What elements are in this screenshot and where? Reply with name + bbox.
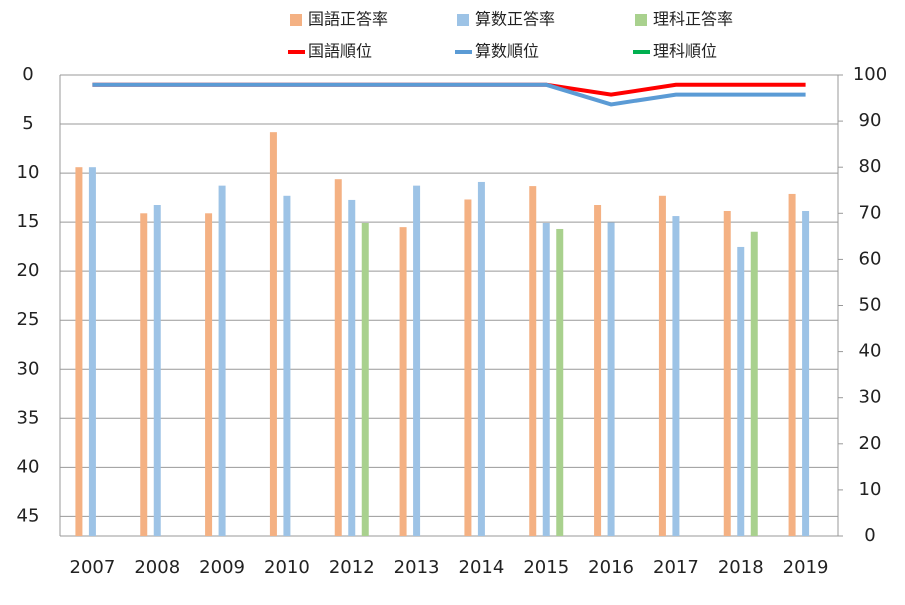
bar — [283, 195, 291, 537]
legend-label: 算数正答率 — [475, 10, 555, 29]
bar — [672, 216, 680, 537]
y-tick-label: 5 — [22, 113, 33, 134]
x-tick-label: 2019 — [783, 557, 829, 578]
bar — [542, 222, 550, 536]
bar — [477, 181, 485, 536]
bar — [556, 228, 564, 536]
line — [92, 82, 806, 107]
bar — [205, 213, 213, 537]
bar — [413, 185, 421, 536]
legend-label: 国語順位 — [308, 42, 372, 61]
x-tick-label: 2009 — [199, 557, 245, 578]
y-tick-label: 20 — [17, 260, 40, 281]
legend-swatch — [457, 14, 469, 26]
y-tick-label: 15 — [17, 211, 40, 232]
y-tick-label: 30 — [17, 358, 40, 379]
y2-tick-label: 80 — [859, 156, 882, 177]
bar — [218, 185, 226, 536]
x-tick-label: 2014 — [459, 557, 505, 578]
y2-tick-label: 100 — [853, 64, 887, 85]
bar — [334, 179, 342, 536]
bar — [399, 227, 407, 536]
y2-tick-label: 50 — [859, 295, 882, 316]
x-tick-label: 2008 — [134, 557, 180, 578]
legend-label: 理科順位 — [653, 42, 717, 61]
bar — [607, 222, 615, 536]
y2-tick-label: 20 — [859, 433, 882, 454]
bar — [269, 132, 277, 536]
bar — [737, 246, 745, 536]
legend-swatch — [290, 14, 302, 26]
y2-tick-label: 0 — [864, 525, 875, 546]
x-tick-label: 2015 — [523, 557, 569, 578]
legend-label: 理科正答率 — [653, 10, 733, 29]
y2-tick-label: 70 — [859, 202, 882, 223]
y-tick-label: 10 — [17, 162, 40, 183]
bar — [802, 210, 810, 536]
bar — [361, 222, 369, 536]
x-tick-label: 2018 — [718, 557, 764, 578]
y2-tick-label: 30 — [859, 387, 882, 408]
legend-label: 国語正答率 — [308, 10, 388, 29]
y-tick-label: 35 — [17, 407, 40, 428]
bar — [750, 231, 758, 537]
bar — [464, 199, 472, 536]
x-tick-label: 2017 — [653, 557, 699, 578]
x-tick-label: 2013 — [394, 557, 440, 578]
bar — [88, 167, 96, 536]
bar — [140, 213, 148, 537]
y2-tick-label: 40 — [859, 341, 882, 362]
y2-tick-label: 90 — [859, 110, 882, 131]
bar — [529, 186, 537, 536]
bar — [348, 199, 356, 536]
y-tick-label: 0 — [22, 64, 33, 85]
y-tick-label: 45 — [17, 505, 40, 526]
y-tick-label: 40 — [17, 456, 40, 477]
bar — [153, 205, 161, 536]
bar — [723, 210, 731, 536]
bar — [594, 205, 602, 536]
legend-swatch — [635, 14, 647, 26]
x-tick-label: 2012 — [329, 557, 375, 578]
y-tick-label: 25 — [17, 309, 40, 330]
bar — [75, 167, 83, 536]
x-tick-label: 2016 — [588, 557, 634, 578]
x-tick-label: 2007 — [70, 557, 116, 578]
bar — [788, 193, 796, 537]
y2-tick-label: 60 — [859, 248, 882, 269]
legend-label: 算数順位 — [475, 42, 539, 61]
x-tick-label: 2010 — [264, 557, 310, 578]
bar — [658, 195, 666, 537]
y2-tick-label: 10 — [859, 479, 882, 500]
